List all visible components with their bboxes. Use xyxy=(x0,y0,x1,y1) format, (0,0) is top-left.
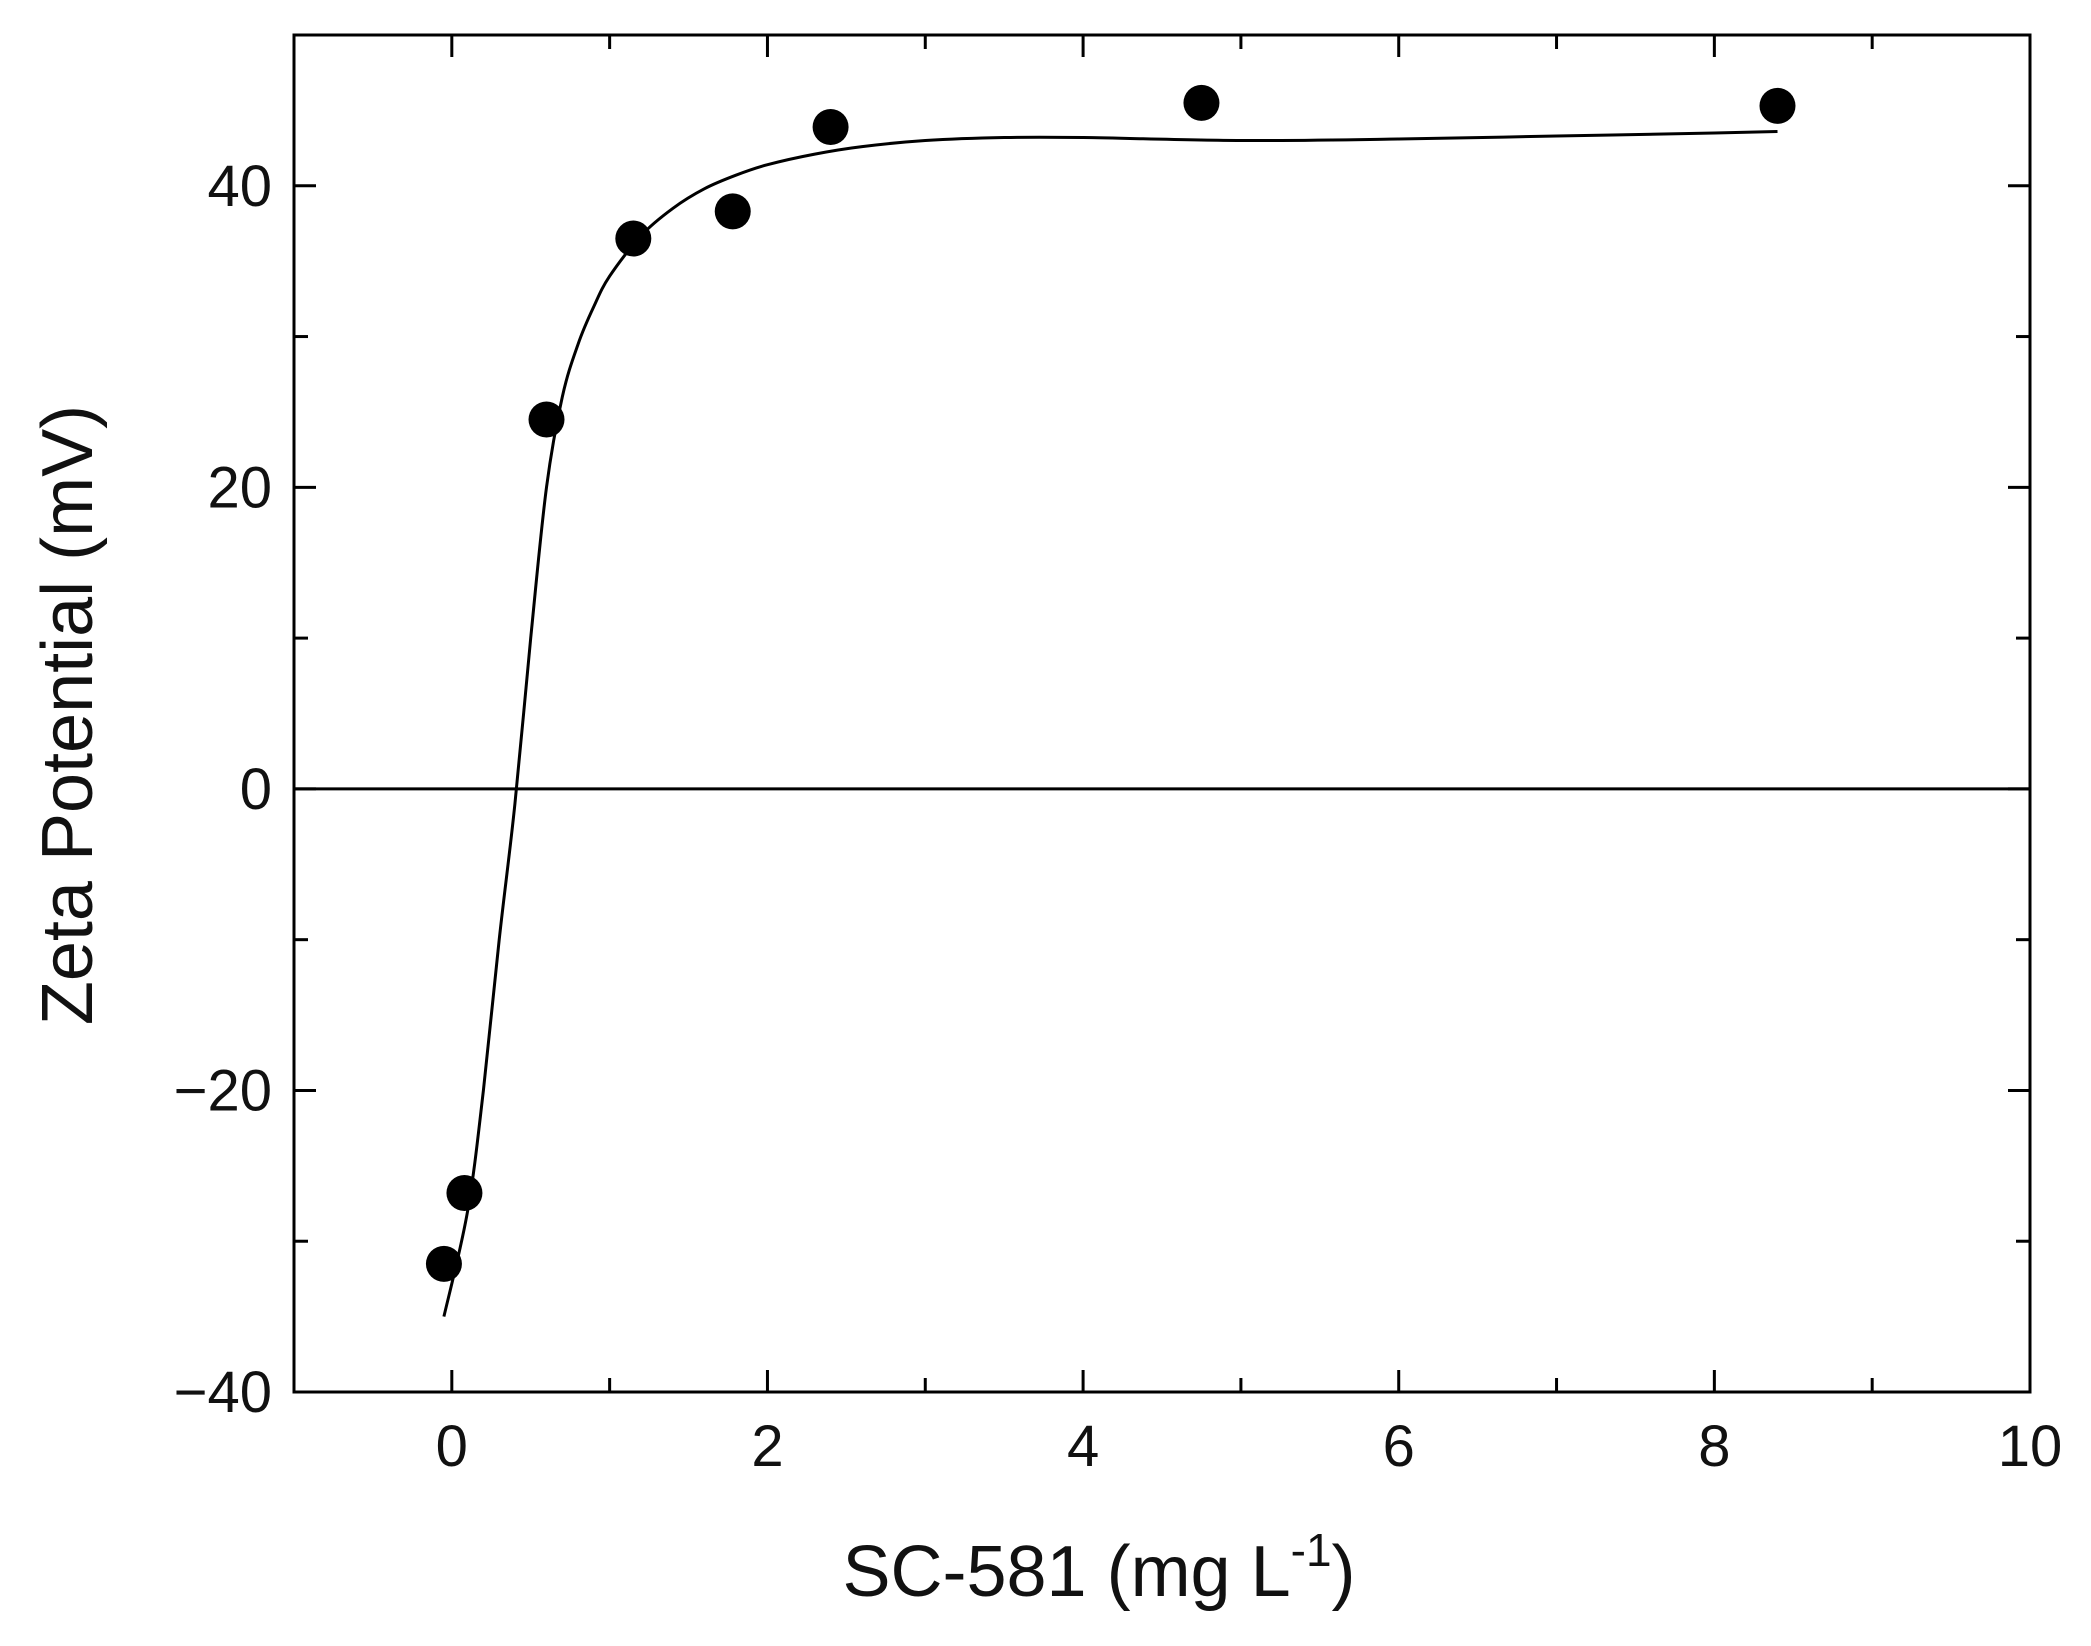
y-tick-label: −40 xyxy=(174,1360,272,1425)
data-point xyxy=(812,108,849,145)
data-point xyxy=(1183,84,1220,121)
y-tick-label: 0 xyxy=(240,757,272,822)
x-axis-title: SC-581 (mg L-1) xyxy=(842,1524,1355,1612)
data-point xyxy=(425,1245,462,1282)
x-tick-label: 2 xyxy=(751,1414,783,1479)
x-tick-label: 6 xyxy=(1383,1414,1415,1479)
data-point xyxy=(615,220,652,257)
x-tick-label: 8 xyxy=(1698,1414,1730,1479)
x-axis-title-superscript: -1 xyxy=(1291,1524,1332,1576)
data-point xyxy=(446,1174,483,1211)
y-tick-label: 40 xyxy=(207,154,272,219)
x-axis-title-suffix: ) xyxy=(1332,1532,1356,1612)
x-tick-label: 10 xyxy=(1998,1414,2063,1479)
x-tick-label: 0 xyxy=(436,1414,468,1479)
data-point xyxy=(714,193,751,230)
axes: 0 2 4 6 8 10 −40 −20 0 20 40 xyxy=(174,33,2063,1479)
plot-area xyxy=(425,84,1796,1317)
data-point xyxy=(1759,87,1796,124)
fitted-curve xyxy=(442,130,1778,1317)
x-tick-label: 4 xyxy=(1067,1414,1099,1479)
plot-frame xyxy=(292,33,2032,1394)
x-axis-title-main: SC-581 (mg L xyxy=(842,1532,1290,1612)
y-tick-label: 20 xyxy=(207,455,272,520)
y-tick-label: −20 xyxy=(174,1058,272,1123)
data-point xyxy=(528,401,565,438)
y-axis-title: Zeta Potential (mV) xyxy=(28,405,108,1025)
